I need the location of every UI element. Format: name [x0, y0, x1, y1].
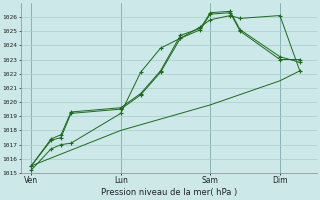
- X-axis label: Pression niveau de la mer( hPa ): Pression niveau de la mer( hPa ): [101, 188, 237, 197]
